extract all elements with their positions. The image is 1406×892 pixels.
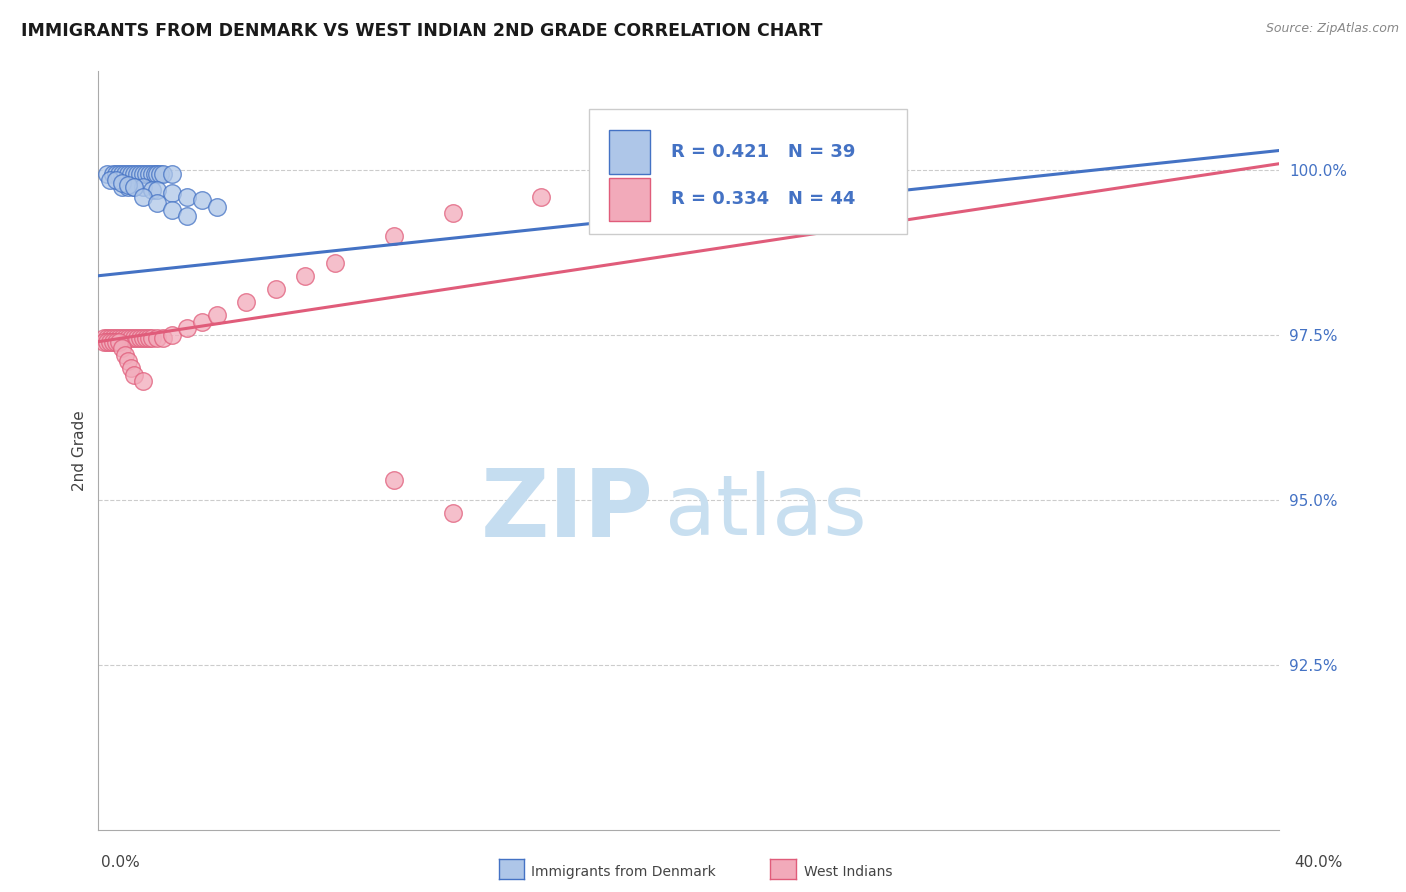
Point xyxy=(96,331,118,345)
Point xyxy=(146,183,169,197)
Point xyxy=(132,374,155,388)
Text: 40.0%: 40.0% xyxy=(1295,855,1343,870)
Point xyxy=(176,189,198,203)
Point xyxy=(191,193,214,207)
Point xyxy=(132,167,155,181)
Point xyxy=(128,331,150,345)
Point xyxy=(176,210,198,224)
Point xyxy=(143,167,166,181)
Point xyxy=(98,173,121,187)
Point xyxy=(294,268,316,283)
Text: atlas: atlas xyxy=(665,471,868,551)
Point xyxy=(120,331,142,345)
Point xyxy=(141,331,163,345)
Point xyxy=(146,196,169,211)
Y-axis label: 2nd Grade: 2nd Grade xyxy=(72,410,87,491)
Point xyxy=(105,167,128,181)
Point xyxy=(122,331,145,345)
Point xyxy=(441,206,464,220)
Point xyxy=(441,506,464,520)
Point xyxy=(125,167,148,181)
Point xyxy=(105,334,128,349)
Text: IMMIGRANTS FROM DENMARK VS WEST INDIAN 2ND GRADE CORRELATION CHART: IMMIGRANTS FROM DENMARK VS WEST INDIAN 2… xyxy=(21,22,823,40)
Point xyxy=(152,167,174,181)
Point xyxy=(93,331,115,345)
Point xyxy=(162,202,183,217)
Point xyxy=(128,167,150,181)
FancyBboxPatch shape xyxy=(589,109,907,235)
Point xyxy=(191,315,214,329)
Point xyxy=(176,321,198,335)
Point xyxy=(162,328,183,343)
Point xyxy=(141,183,163,197)
Point xyxy=(120,167,142,181)
Point xyxy=(117,179,139,194)
Point xyxy=(114,348,136,362)
Point xyxy=(96,167,118,181)
Point xyxy=(111,177,134,191)
Point xyxy=(382,473,405,487)
Point xyxy=(103,334,125,349)
Point xyxy=(122,179,145,194)
Point xyxy=(117,331,139,345)
Point xyxy=(105,173,128,187)
Point xyxy=(96,334,118,349)
Point xyxy=(152,331,174,345)
Point xyxy=(111,179,134,194)
Point xyxy=(132,179,155,194)
Point xyxy=(114,331,136,345)
Text: West Indians: West Indians xyxy=(804,865,893,880)
Point xyxy=(125,331,148,345)
Point xyxy=(146,167,169,181)
Point xyxy=(120,361,142,376)
Point xyxy=(132,331,155,345)
Point xyxy=(108,167,131,181)
Point xyxy=(323,255,346,269)
Text: ZIP: ZIP xyxy=(481,465,654,558)
Text: R = 0.334   N = 44: R = 0.334 N = 44 xyxy=(671,191,856,209)
Point xyxy=(105,331,128,345)
Text: Source: ZipAtlas.com: Source: ZipAtlas.com xyxy=(1265,22,1399,36)
Point xyxy=(103,167,125,181)
Bar xyxy=(609,178,650,221)
Point xyxy=(114,167,136,181)
Bar xyxy=(609,129,650,174)
Point xyxy=(98,334,121,349)
Point xyxy=(138,167,160,181)
Point xyxy=(132,189,155,203)
Point xyxy=(98,331,121,345)
Point xyxy=(103,331,125,345)
Point xyxy=(235,295,257,310)
Point xyxy=(205,200,228,214)
Point xyxy=(93,334,115,349)
Point xyxy=(111,331,134,345)
Text: 0.0%: 0.0% xyxy=(101,855,141,870)
Point xyxy=(122,179,145,194)
Point xyxy=(382,229,405,244)
Point xyxy=(111,167,134,181)
Point xyxy=(108,331,131,345)
Point xyxy=(122,368,145,382)
Point xyxy=(111,341,134,355)
Point xyxy=(149,167,172,181)
Point xyxy=(117,178,139,192)
Point xyxy=(122,167,145,181)
Point xyxy=(530,189,553,203)
Text: Immigrants from Denmark: Immigrants from Denmark xyxy=(531,865,716,880)
Point xyxy=(138,331,160,345)
Point xyxy=(141,167,163,181)
Point xyxy=(162,167,183,181)
Point xyxy=(108,334,131,349)
Point xyxy=(162,186,183,201)
Point xyxy=(135,331,157,345)
Point xyxy=(205,308,228,322)
Point xyxy=(264,282,287,296)
Point xyxy=(135,167,157,181)
Point xyxy=(117,167,139,181)
Point xyxy=(117,354,139,368)
Text: R = 0.421   N = 39: R = 0.421 N = 39 xyxy=(671,143,856,161)
Point xyxy=(146,331,169,345)
